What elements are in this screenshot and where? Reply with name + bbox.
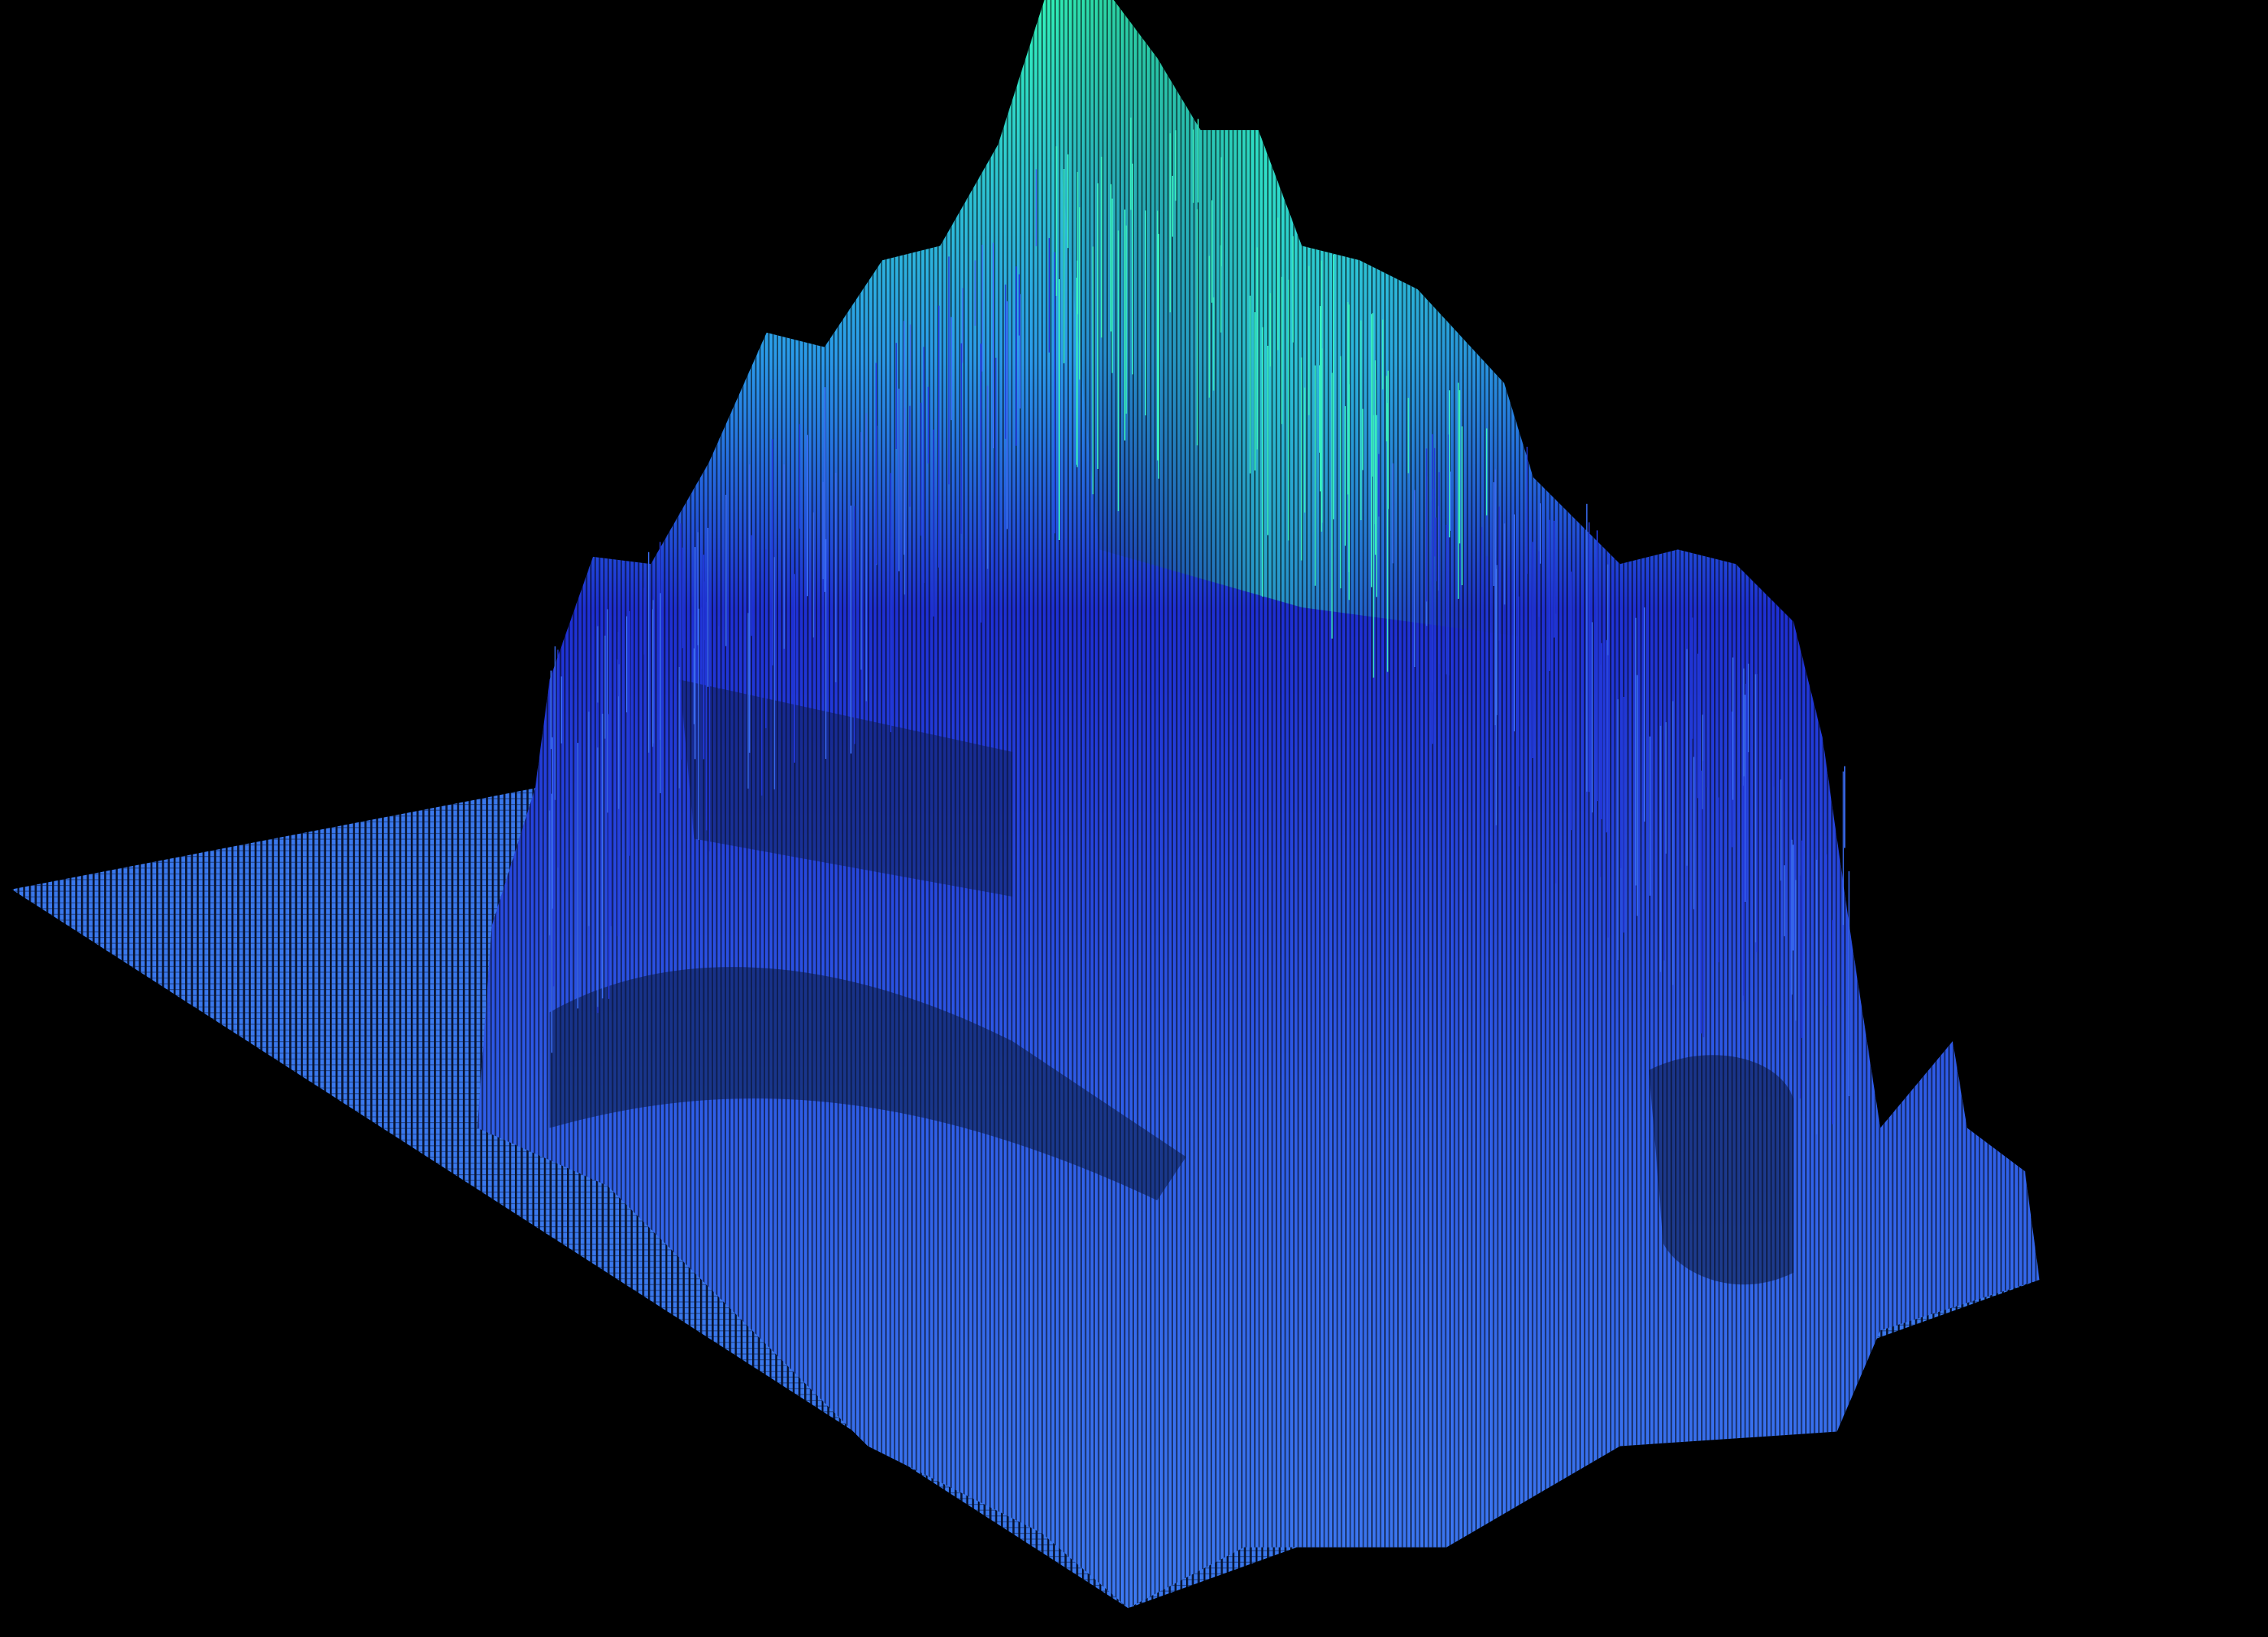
surface-ridge bbox=[549, 967, 1187, 1201]
surface-ridge bbox=[679, 679, 1013, 897]
surface-ridge bbox=[1648, 1055, 1794, 1285]
surface-wire bbox=[477, 0, 2040, 1609]
surface-spikes bbox=[549, 117, 1850, 1134]
